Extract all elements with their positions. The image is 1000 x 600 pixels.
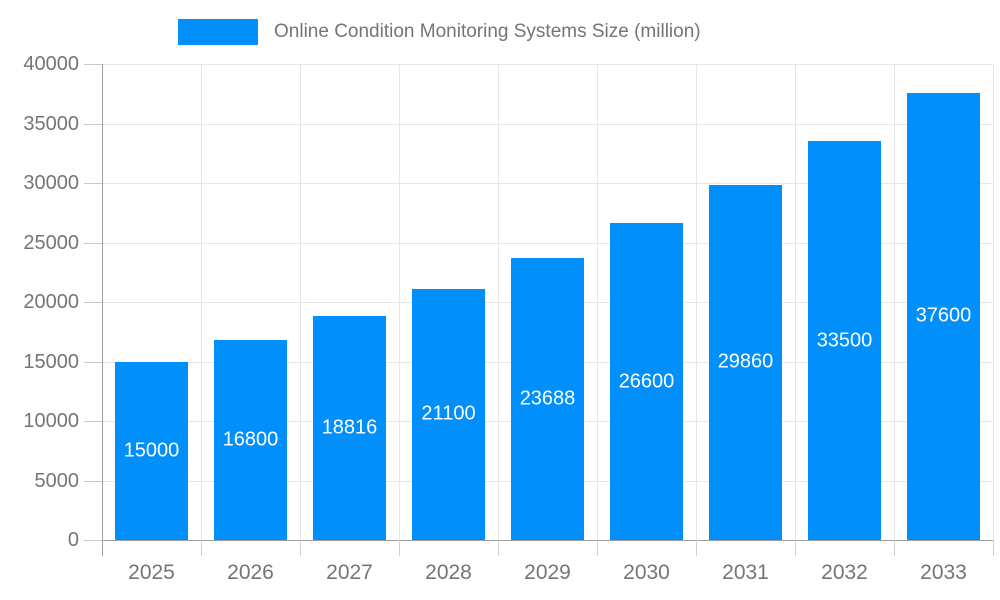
bar-value-label: 33500 [816, 329, 873, 352]
legend-color-swatch [178, 18, 258, 45]
y-tick-label: 0 [67, 529, 79, 551]
x-tick-label: 2032 [821, 561, 868, 584]
y-tick-mark [84, 302, 102, 303]
y-tick-label: 25000 [23, 231, 79, 254]
gridline-v [795, 64, 796, 540]
bar-2026 [214, 340, 287, 540]
bar-value-label: 21100 [421, 402, 476, 425]
x-tick-label: 2031 [722, 561, 769, 584]
y-tick-label: 20000 [23, 291, 79, 313]
bar-value-label: 18816 [321, 416, 378, 439]
x-tick-mark [399, 540, 400, 556]
x-tick-label: 2033 [920, 561, 967, 584]
y-tick-label: 40000 [23, 53, 79, 75]
x-tick-label: 2029 [524, 561, 571, 584]
bar-2033 [907, 92, 980, 540]
gridline-h [102, 183, 993, 184]
y-tick-mark [84, 361, 102, 363]
plot-area: 15000 16800 18816 21100 23688 26600 29860 33500… [102, 64, 994, 540]
bar-value-label: 23688 [519, 387, 576, 410]
x-tick-label: 2030 [623, 561, 670, 584]
x-tick-mark [993, 540, 994, 556]
bar-value-label: 16800 [222, 428, 279, 451]
y-tick-mark [84, 64, 102, 65]
x-tick-mark [696, 540, 697, 556]
gridline-v [894, 64, 895, 540]
y-tick-label: 30000 [23, 172, 79, 194]
y-tick-mark [84, 421, 102, 422]
bar-value-label: 15000 [123, 439, 180, 462]
y-tick-mark [84, 242, 102, 244]
gridline-h [102, 64, 993, 65]
bar-2029 [511, 258, 584, 540]
gridline-h [102, 242, 993, 244]
y-axis-line [102, 64, 103, 556]
bar-value-label: 26600 [618, 370, 675, 393]
x-tick-mark [894, 540, 895, 556]
bar-2027 [313, 316, 386, 540]
x-tick-mark [498, 540, 499, 556]
bar-2025 [115, 361, 188, 540]
x-tick-label: 2027 [326, 561, 373, 584]
gridline-v [399, 64, 400, 540]
gridline-v [498, 64, 499, 540]
gridline-v [300, 64, 301, 540]
x-tick-mark [201, 540, 202, 556]
bar-2028 [412, 288, 485, 540]
x-tick-label: 2026 [227, 561, 274, 584]
x-tick-label: 2028 [425, 561, 472, 584]
bar-value-label: 29860 [717, 350, 774, 373]
x-axis-line [102, 540, 993, 541]
x-tick-mark [597, 540, 598, 556]
gridline-v [201, 64, 202, 540]
x-tick-mark [795, 540, 796, 556]
x-tick-label: 2025 [128, 561, 175, 584]
legend[interactable]: Online Condition Monitoring Systems Size… [178, 18, 701, 45]
bar-value-label: 37600 [915, 304, 972, 327]
y-tick-mark [84, 183, 102, 184]
bar-2032 [808, 141, 881, 540]
y-tick-mark [84, 123, 102, 125]
legend-label: Online Condition Monitoring Systems Size… [274, 20, 701, 42]
bar-2030 [610, 223, 683, 540]
y-tick-label: 10000 [23, 410, 79, 432]
gridline-v [696, 64, 697, 540]
gridline-v [993, 64, 994, 540]
bar-2031 [709, 184, 782, 540]
y-tick-label: 15000 [23, 350, 79, 373]
y-tick-mark [84, 540, 102, 541]
y-tick-label: 35000 [23, 112, 79, 135]
y-tick-label: 5000 [34, 469, 80, 492]
gridline-h [102, 123, 993, 125]
y-tick-mark [84, 480, 102, 482]
gridline-v [597, 64, 598, 540]
x-tick-mark [300, 540, 301, 556]
